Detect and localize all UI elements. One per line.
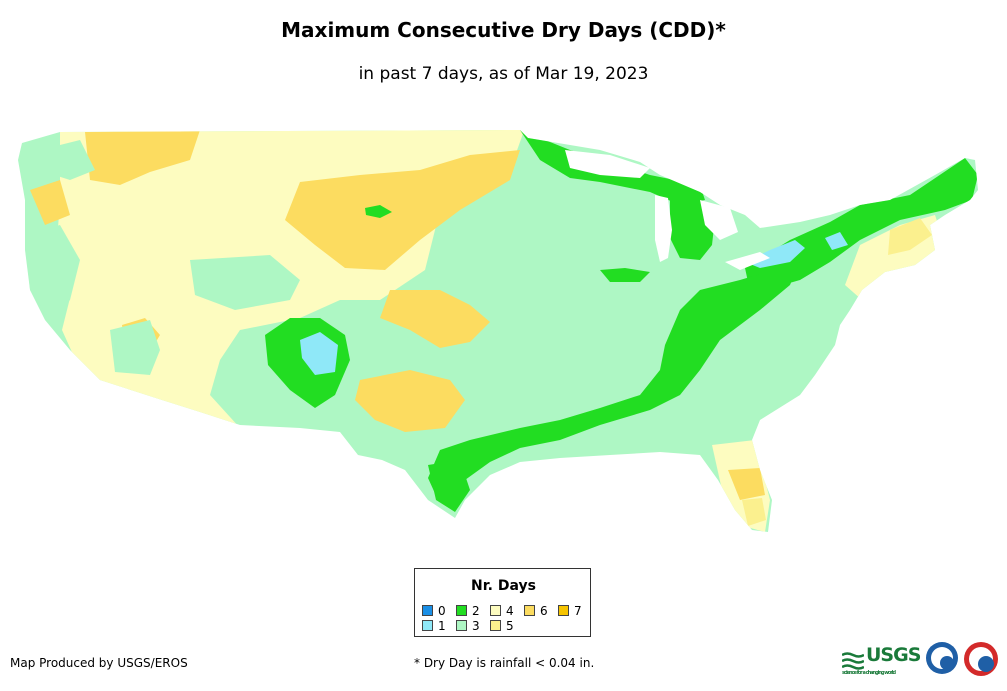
region-az-3	[190, 255, 300, 310]
map-subtitle: in past 7 days, as of Mar 19, 2023	[358, 64, 649, 84]
legend-swatch-2	[456, 605, 467, 616]
legend-swatch-0	[422, 605, 433, 616]
legend-swatch-5	[490, 620, 501, 631]
lake-huron	[700, 200, 738, 240]
region-nv-3	[110, 320, 160, 375]
legend-swatch-7	[558, 605, 569, 616]
lake-michigan	[655, 195, 672, 262]
region-tx-2	[428, 460, 470, 512]
region-ia-2	[600, 268, 650, 282]
legend-label-0: 0	[438, 604, 446, 618]
usgs-logo-text: USGS	[866, 644, 921, 666]
legend-label-3: 3	[472, 619, 480, 633]
legend-swatch-4	[490, 605, 501, 616]
lake-superior	[565, 150, 650, 178]
region-nd-6	[285, 150, 520, 270]
region-mt-6	[85, 130, 200, 185]
region-vt-1	[825, 232, 848, 250]
legend-swatch-1	[422, 620, 433, 631]
usgs-tagline: science for a changing world	[842, 670, 896, 676]
credit-text: Map Produced by USGS/EROS	[10, 656, 188, 670]
legend: Nr. Days 0 1 2 3 4 5 6 7	[414, 568, 591, 637]
agency-logos: USGS science for a changing world	[842, 640, 1002, 680]
legend-label-1: 1	[438, 619, 446, 633]
legend-label-2: 2	[472, 604, 480, 618]
lake-erie	[725, 252, 770, 270]
region-ca-3	[25, 225, 80, 320]
legend-label-6: 6	[540, 604, 548, 618]
region-wa-6	[30, 180, 70, 225]
noaa-logo-icon	[926, 642, 958, 674]
region-ne-2	[745, 158, 978, 290]
usgs-waves-icon	[842, 652, 864, 670]
legend-title: Nr. Days	[471, 578, 536, 594]
region-ne-5	[888, 218, 932, 255]
footnote-text: * Dry Day is rainfall < 0.04 in.	[414, 656, 595, 670]
region-tx-6	[355, 370, 465, 432]
legend-label-4: 4	[506, 604, 514, 618]
region-fl-6	[728, 468, 765, 500]
region-or-3	[40, 140, 95, 180]
region-co-1	[300, 332, 338, 375]
legend-label-7: 7	[574, 604, 582, 618]
region-mn-2	[365, 205, 392, 218]
nws-logo-icon	[964, 642, 998, 676]
legend-swatch-3	[456, 620, 467, 631]
region-fl-5	[742, 498, 766, 526]
legend-label-5: 5	[506, 619, 514, 633]
legend-swatch-6	[524, 605, 535, 616]
region-south-2	[428, 262, 800, 510]
cdd-map	[18, 130, 978, 532]
region-ks-6	[380, 290, 490, 348]
map-title: Maximum Consecutive Dry Days (CDD)*	[281, 18, 726, 42]
